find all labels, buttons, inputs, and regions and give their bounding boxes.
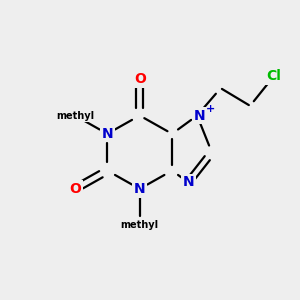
Text: +: + [206,104,215,114]
Text: N: N [134,182,146,196]
Text: O: O [134,72,146,86]
Text: N: N [182,176,194,189]
Text: N: N [101,127,113,141]
Text: methyl: methyl [121,220,159,230]
Text: methyl: methyl [56,110,94,121]
Text: O: O [69,182,81,196]
Text: Cl: Cl [266,69,281,83]
Text: N: N [194,109,205,122]
